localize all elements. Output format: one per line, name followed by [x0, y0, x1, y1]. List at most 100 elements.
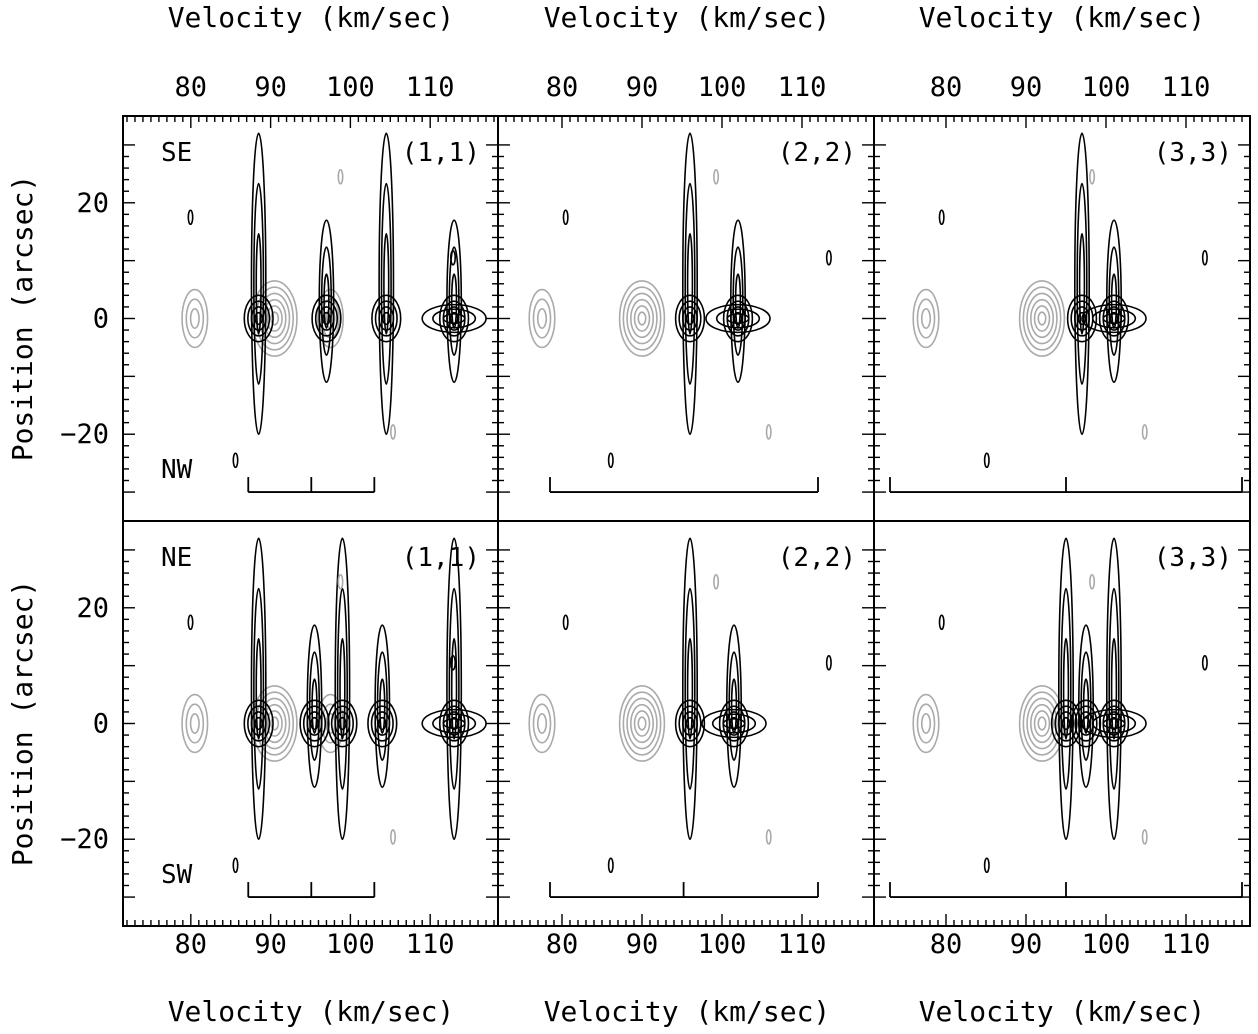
gray-absorption-contour: [532, 703, 552, 744]
x-tick-label: 110: [1162, 72, 1211, 103]
x-tick-label: 80: [930, 929, 963, 960]
noise-contour: [389, 829, 396, 845]
y-axis-title-top: Position (arcsec): [6, 175, 39, 462]
gray-absorption-contour: [912, 693, 940, 754]
emission-ridge-contour: [1078, 624, 1095, 788]
gray-absorption-contour: [637, 311, 647, 326]
x-tick-label: 80: [175, 929, 208, 960]
y-tick-label: 0: [93, 304, 109, 335]
noise-contour: [765, 424, 772, 440]
emission-core-contour: [674, 294, 706, 343]
noise-contour: [232, 452, 239, 469]
gray-absorption-contour: [189, 713, 200, 734]
x-tick-label: 90: [626, 72, 659, 103]
emission-ridge-contour: [336, 587, 349, 790]
emission-ridge-contour: [306, 624, 323, 788]
emission-core-contour: [374, 711, 391, 736]
emission-core-contour: [718, 699, 750, 748]
emission-ridge-contour: [446, 219, 463, 383]
noise-contour: [825, 654, 832, 671]
emission-core-contour: [322, 311, 331, 326]
noise-contour: [562, 614, 569, 631]
gray-absorption-contour: [528, 288, 556, 349]
noise-contour: [337, 168, 344, 185]
noise-contour: [187, 614, 194, 631]
emission-core-contour: [1106, 306, 1123, 331]
noise-contour: [713, 573, 720, 590]
x-tick-label: 80: [930, 72, 963, 103]
emission-core-contour: [446, 711, 463, 736]
emission-core-contour: [733, 311, 743, 326]
emission-wing-contour: [432, 713, 477, 734]
emission-ridge-contour: [1076, 182, 1088, 385]
emission-ridge-contour: [1110, 637, 1118, 740]
emission-core-contour: [250, 711, 267, 736]
emission-core-contour: [1066, 294, 1098, 343]
emission-wing-contour: [715, 308, 761, 329]
x-tick-label: 100: [698, 72, 747, 103]
emission-ridge-contour: [378, 132, 395, 436]
noise-contour: [765, 829, 772, 845]
emission-ridge-contour: [681, 537, 698, 841]
gray-absorption-contour: [1033, 305, 1051, 332]
gray-absorption-contour: [626, 292, 658, 345]
emission-core-contour: [446, 306, 463, 331]
x-tick-label: 110: [406, 929, 455, 960]
gray-absorption-contour: [629, 298, 654, 339]
emission-ridge-contour: [339, 637, 346, 740]
emission-ridge-contour: [725, 624, 742, 788]
emission-core-contour: [327, 699, 358, 748]
y-tick-label: 20: [76, 188, 109, 219]
emission-ridge-contour: [376, 651, 388, 761]
noise-contour: [449, 249, 456, 266]
panel-1-1: 80 90 100 110 20 0 −20 (1,1) SE NW: [60, 72, 499, 522]
emission-core-contour: [1098, 294, 1130, 343]
emission-core-contour: [254, 716, 264, 731]
emission-ridge-contour: [250, 132, 267, 436]
x-tick-label: 90: [626, 929, 659, 960]
emission-ridge-contour: [686, 232, 694, 335]
noise-contour: [983, 452, 990, 469]
emission-core-contour: [449, 716, 459, 731]
emission-ridge-contour: [450, 637, 458, 740]
gray-absorption-contour: [633, 305, 651, 332]
cut-top-label: NE: [161, 543, 192, 573]
emission-core-contour: [243, 699, 274, 748]
gray-absorption-contour: [536, 713, 548, 734]
gray-absorption-contour: [1037, 311, 1047, 326]
emission-wing-contour: [1081, 708, 1147, 739]
gray-absorption-contour: [1026, 292, 1058, 345]
emission-wing-contour: [1102, 313, 1126, 324]
x-tick-label: 80: [175, 72, 208, 103]
y-tick-label: 20: [76, 593, 109, 624]
emission-core-contour: [729, 716, 739, 731]
emission-wing-contour: [432, 308, 477, 329]
emission-wing-contour: [1081, 303, 1147, 334]
noise-contour: [938, 209, 945, 226]
emission-ridge-contour: [684, 587, 696, 790]
gray-absorption-contour: [1037, 716, 1047, 731]
y-tick-label: −20: [60, 419, 109, 450]
emission-ridge-contour: [1060, 587, 1072, 790]
transition-label: (1,1): [402, 543, 480, 573]
gray-absorption-contour: [1018, 280, 1066, 357]
emission-ridge-contour: [380, 182, 392, 385]
emission-ridge-contour: [334, 537, 351, 841]
emission-core-contour: [302, 705, 327, 742]
x-tick-label: 100: [326, 929, 375, 960]
emission-wing-contour: [1102, 718, 1126, 729]
noise-contour: [1089, 168, 1096, 185]
gray-absorption-contour: [633, 710, 651, 737]
x-tick-label: 100: [698, 929, 747, 960]
emission-core-contour: [1098, 699, 1130, 748]
gray-absorption-contour: [255, 286, 295, 351]
emission-ridge-contour: [383, 232, 390, 335]
emission-wing-contour: [701, 708, 767, 739]
top-axis-title-col3: Velocity (km/sec): [919, 1, 1206, 34]
emission-ridge-contour: [686, 637, 694, 740]
gray-absorption-contour: [622, 691, 662, 756]
transition-label: (1,1): [402, 138, 480, 168]
gray-absorption-contour: [189, 308, 200, 329]
emission-core-contour: [1109, 311, 1119, 326]
x-tick-label: 90: [1010, 72, 1043, 103]
